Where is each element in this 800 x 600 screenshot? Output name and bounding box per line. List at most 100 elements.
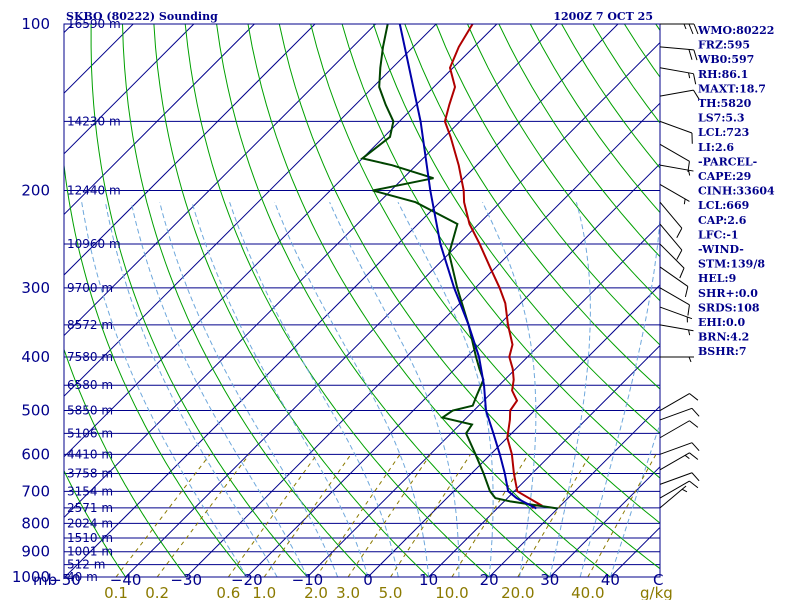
dry-adiabat xyxy=(372,24,660,435)
wind-barb-staff xyxy=(659,480,690,499)
wind-barb-feather xyxy=(693,89,700,100)
height-label: 9700 m xyxy=(67,281,113,295)
isotherm-line xyxy=(246,163,660,577)
index-entry: LCL:669 xyxy=(698,199,749,212)
pressure-tick-label: 1000 xyxy=(12,568,50,586)
mixing-ratio-tick-label: 2.0 xyxy=(304,584,328,600)
wind-barb xyxy=(660,23,699,35)
pressure-tick-label: 200 xyxy=(21,181,50,199)
mixing-ratio-tick-label: 20.0 xyxy=(501,584,534,600)
wind-barb xyxy=(659,485,688,509)
dry-adiabat xyxy=(64,160,248,577)
temperature-unit-label: C xyxy=(653,571,663,589)
wind-barb-staff xyxy=(659,324,694,332)
height-label: 40 m xyxy=(67,570,98,584)
dry-adiabat xyxy=(278,24,660,570)
isotherm-line xyxy=(64,24,255,216)
wind-barb xyxy=(659,67,697,85)
index-entry: MAXT:18.7 xyxy=(698,82,766,95)
moist-adiabat xyxy=(81,202,248,577)
temperature-tick-label: −10 xyxy=(292,571,324,589)
height-label: 5850 m xyxy=(67,404,113,418)
height-label: 2024 m xyxy=(67,516,113,530)
chart-grid xyxy=(64,24,660,577)
dry-adiabat xyxy=(247,24,612,577)
index-entry: CAPE:29 xyxy=(698,170,751,183)
sounding-time: 1200Z 7 OCT 25 xyxy=(553,10,653,23)
isotherm-line xyxy=(125,41,660,577)
wind-barb xyxy=(660,356,694,363)
dry-adiabat xyxy=(404,24,660,390)
isotherm-line xyxy=(307,223,660,577)
wind-barb xyxy=(659,452,699,471)
wind-barb xyxy=(659,266,689,298)
height-label: 3154 m xyxy=(67,484,113,498)
pressure-tick-label: 900 xyxy=(21,543,50,561)
pressure-unit-label: mb xyxy=(33,571,57,589)
isotherm-line xyxy=(64,24,619,577)
wind-barb-half-feather xyxy=(688,170,691,176)
wind-barb-staff xyxy=(659,120,693,134)
wind-barb-half-feather xyxy=(681,488,688,493)
pressure-tick-label: 100 xyxy=(21,15,50,33)
wind-barb-feather xyxy=(693,49,698,61)
isotherm-line xyxy=(64,24,316,276)
moist-adiabat xyxy=(482,201,537,577)
wind-barb-staff xyxy=(659,393,690,411)
wind-barb-half-feather xyxy=(683,23,687,30)
isotherm-line xyxy=(367,284,660,577)
wind-barb-staff xyxy=(659,452,690,471)
temperature-tick-label: −20 xyxy=(231,571,263,589)
isotherm-line xyxy=(64,24,498,458)
wind-barb-staff xyxy=(659,201,683,229)
height-label: 12440 m xyxy=(67,183,121,197)
index-entry: WB0:597 xyxy=(697,53,754,66)
height-label: 10960 m xyxy=(67,237,121,251)
dry-adiabat xyxy=(64,347,187,577)
index-entry: BSHR:7 xyxy=(698,345,747,358)
wind-barb xyxy=(659,89,700,100)
wind-barb xyxy=(659,164,694,176)
wind-barb xyxy=(659,420,699,439)
wind-barb-feather xyxy=(676,227,683,238)
mixing-ratio-line xyxy=(315,454,401,577)
plot-frame xyxy=(63,23,661,578)
wind-barb xyxy=(659,393,699,411)
wind-barb-staff xyxy=(659,472,693,485)
mixing-ratio-line xyxy=(390,454,471,577)
isotherm-line xyxy=(428,344,660,577)
index-entry: EHI:0.0 xyxy=(698,316,745,329)
height-label: 7580 m xyxy=(67,350,113,364)
temperature-tick-label: 10 xyxy=(419,571,438,589)
wind-barb-feather xyxy=(693,23,699,35)
wind-barb xyxy=(659,306,693,323)
wind-barb-half-feather xyxy=(688,356,692,363)
mixing-ratio-line xyxy=(156,454,250,577)
pressure-tick-label: 600 xyxy=(21,445,50,463)
temperature-tick-label: −50 xyxy=(49,571,81,589)
wind-barb-half-feather xyxy=(683,198,686,205)
mixing-ratio-line xyxy=(227,454,318,577)
isotherm-line xyxy=(64,24,558,519)
temperature-tick-label: 30 xyxy=(540,571,559,589)
index-entry: FRZ:595 xyxy=(698,39,750,52)
index-entry: TH:5820 xyxy=(698,97,752,110)
wind-barb xyxy=(659,287,690,316)
index-entry: RH:86.1 xyxy=(698,68,748,81)
index-entry: LS7:5.3 xyxy=(698,112,745,125)
mixing-ratio-unit-label: g/kg xyxy=(640,584,673,600)
wind-barb-half-feather xyxy=(688,329,691,336)
wind-barb xyxy=(659,324,694,336)
wind-barbs xyxy=(659,23,700,509)
wind-barb-feather xyxy=(691,407,700,417)
index-entry: LI:2.6 xyxy=(698,141,734,154)
dry-adiabat xyxy=(592,24,660,124)
pressure-tick-label: 500 xyxy=(21,402,50,420)
wind-barb-feather xyxy=(676,249,683,260)
moist-adiabat xyxy=(579,211,660,577)
moist-adiabat xyxy=(130,202,308,577)
wind-barb-staff xyxy=(659,89,694,97)
parcel-trace xyxy=(398,24,537,510)
temperature-tick-label: 40 xyxy=(601,571,620,589)
temperature-tick-label: 20 xyxy=(480,571,499,589)
